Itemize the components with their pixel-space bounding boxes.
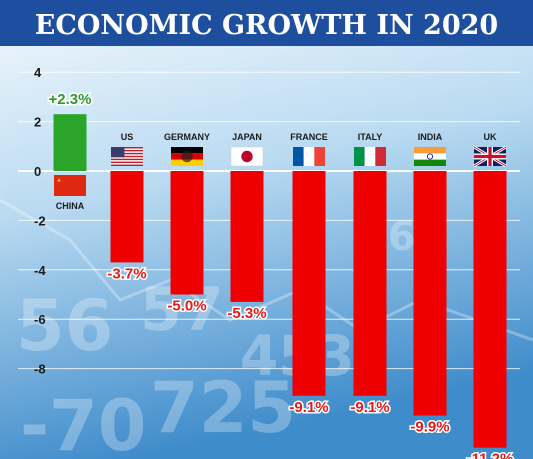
category-label: GERMANY — [164, 132, 210, 142]
y-tick-label: 2 — [34, 115, 41, 130]
value-label: -9.1% — [289, 399, 328, 416]
value-label: -9.1% — [350, 399, 389, 416]
background-trend-line — [0, 198, 533, 342]
flag-uk-icon — [473, 145, 507, 168]
category-label: UK — [484, 132, 497, 142]
category-label: US — [121, 132, 134, 142]
value-label: -5.0% — [167, 298, 206, 315]
flag-india-icon — [414, 147, 446, 166]
value-label: -11.2% — [467, 451, 514, 459]
category-label: JAPAN — [232, 132, 262, 142]
value-label: -5.3% — [227, 305, 266, 322]
bar-us — [110, 171, 144, 263]
y-tick-label: 0 — [34, 164, 41, 179]
category-label: ITALY — [358, 132, 383, 142]
bar-germany — [170, 171, 204, 295]
value-label: -3.7% — [107, 265, 146, 282]
flags — [54, 145, 507, 196]
value-label: -9.9% — [410, 419, 449, 436]
title-banner — [0, 0, 533, 46]
y-axis-ticks: 4 2 0 -2 -4 -6 -8 — [34, 65, 46, 376]
bar-italy — [353, 171, 387, 396]
svg-text:-70: -70 — [20, 385, 146, 459]
bar-uk — [473, 171, 507, 448]
flag-us-icon — [111, 147, 143, 166]
value-labels: +2.3% -3.7% -5.0% -5.3% -9.1% -9.1% -9.9% -11.2… — [47, 90, 515, 459]
y-tick-label: -2 — [34, 213, 46, 228]
y-tick-label: -4 — [34, 263, 46, 278]
flag-italy-icon — [354, 147, 386, 166]
bar-china — [53, 114, 87, 171]
bar-india — [413, 171, 447, 416]
chart-title: ECONOMIC GROWTH IN 2020 — [35, 10, 498, 41]
category-label: CHINA — [56, 201, 85, 211]
svg-text:725: 725 — [150, 367, 296, 449]
flag-germany-icon — [171, 147, 203, 166]
y-tick-label: -6 — [34, 312, 46, 327]
flag-japan-icon — [230, 146, 264, 167]
bars — [53, 114, 507, 448]
bar-japan — [230, 171, 264, 302]
value-label: +2.3% — [49, 91, 92, 108]
svg-text:56: 56 — [16, 285, 113, 367]
category-label: INDIA — [418, 132, 443, 142]
category-label: FRANCE — [290, 132, 328, 142]
category-labels: CHINA US GERMANY JAPAN FRANCE ITALY INDIA UK — [56, 132, 497, 211]
flag-france-icon — [293, 147, 325, 166]
y-tick-label: -8 — [34, 362, 46, 377]
bar-france — [292, 171, 326, 396]
y-tick-label: 4 — [34, 65, 42, 80]
flag-china-icon — [54, 175, 86, 196]
